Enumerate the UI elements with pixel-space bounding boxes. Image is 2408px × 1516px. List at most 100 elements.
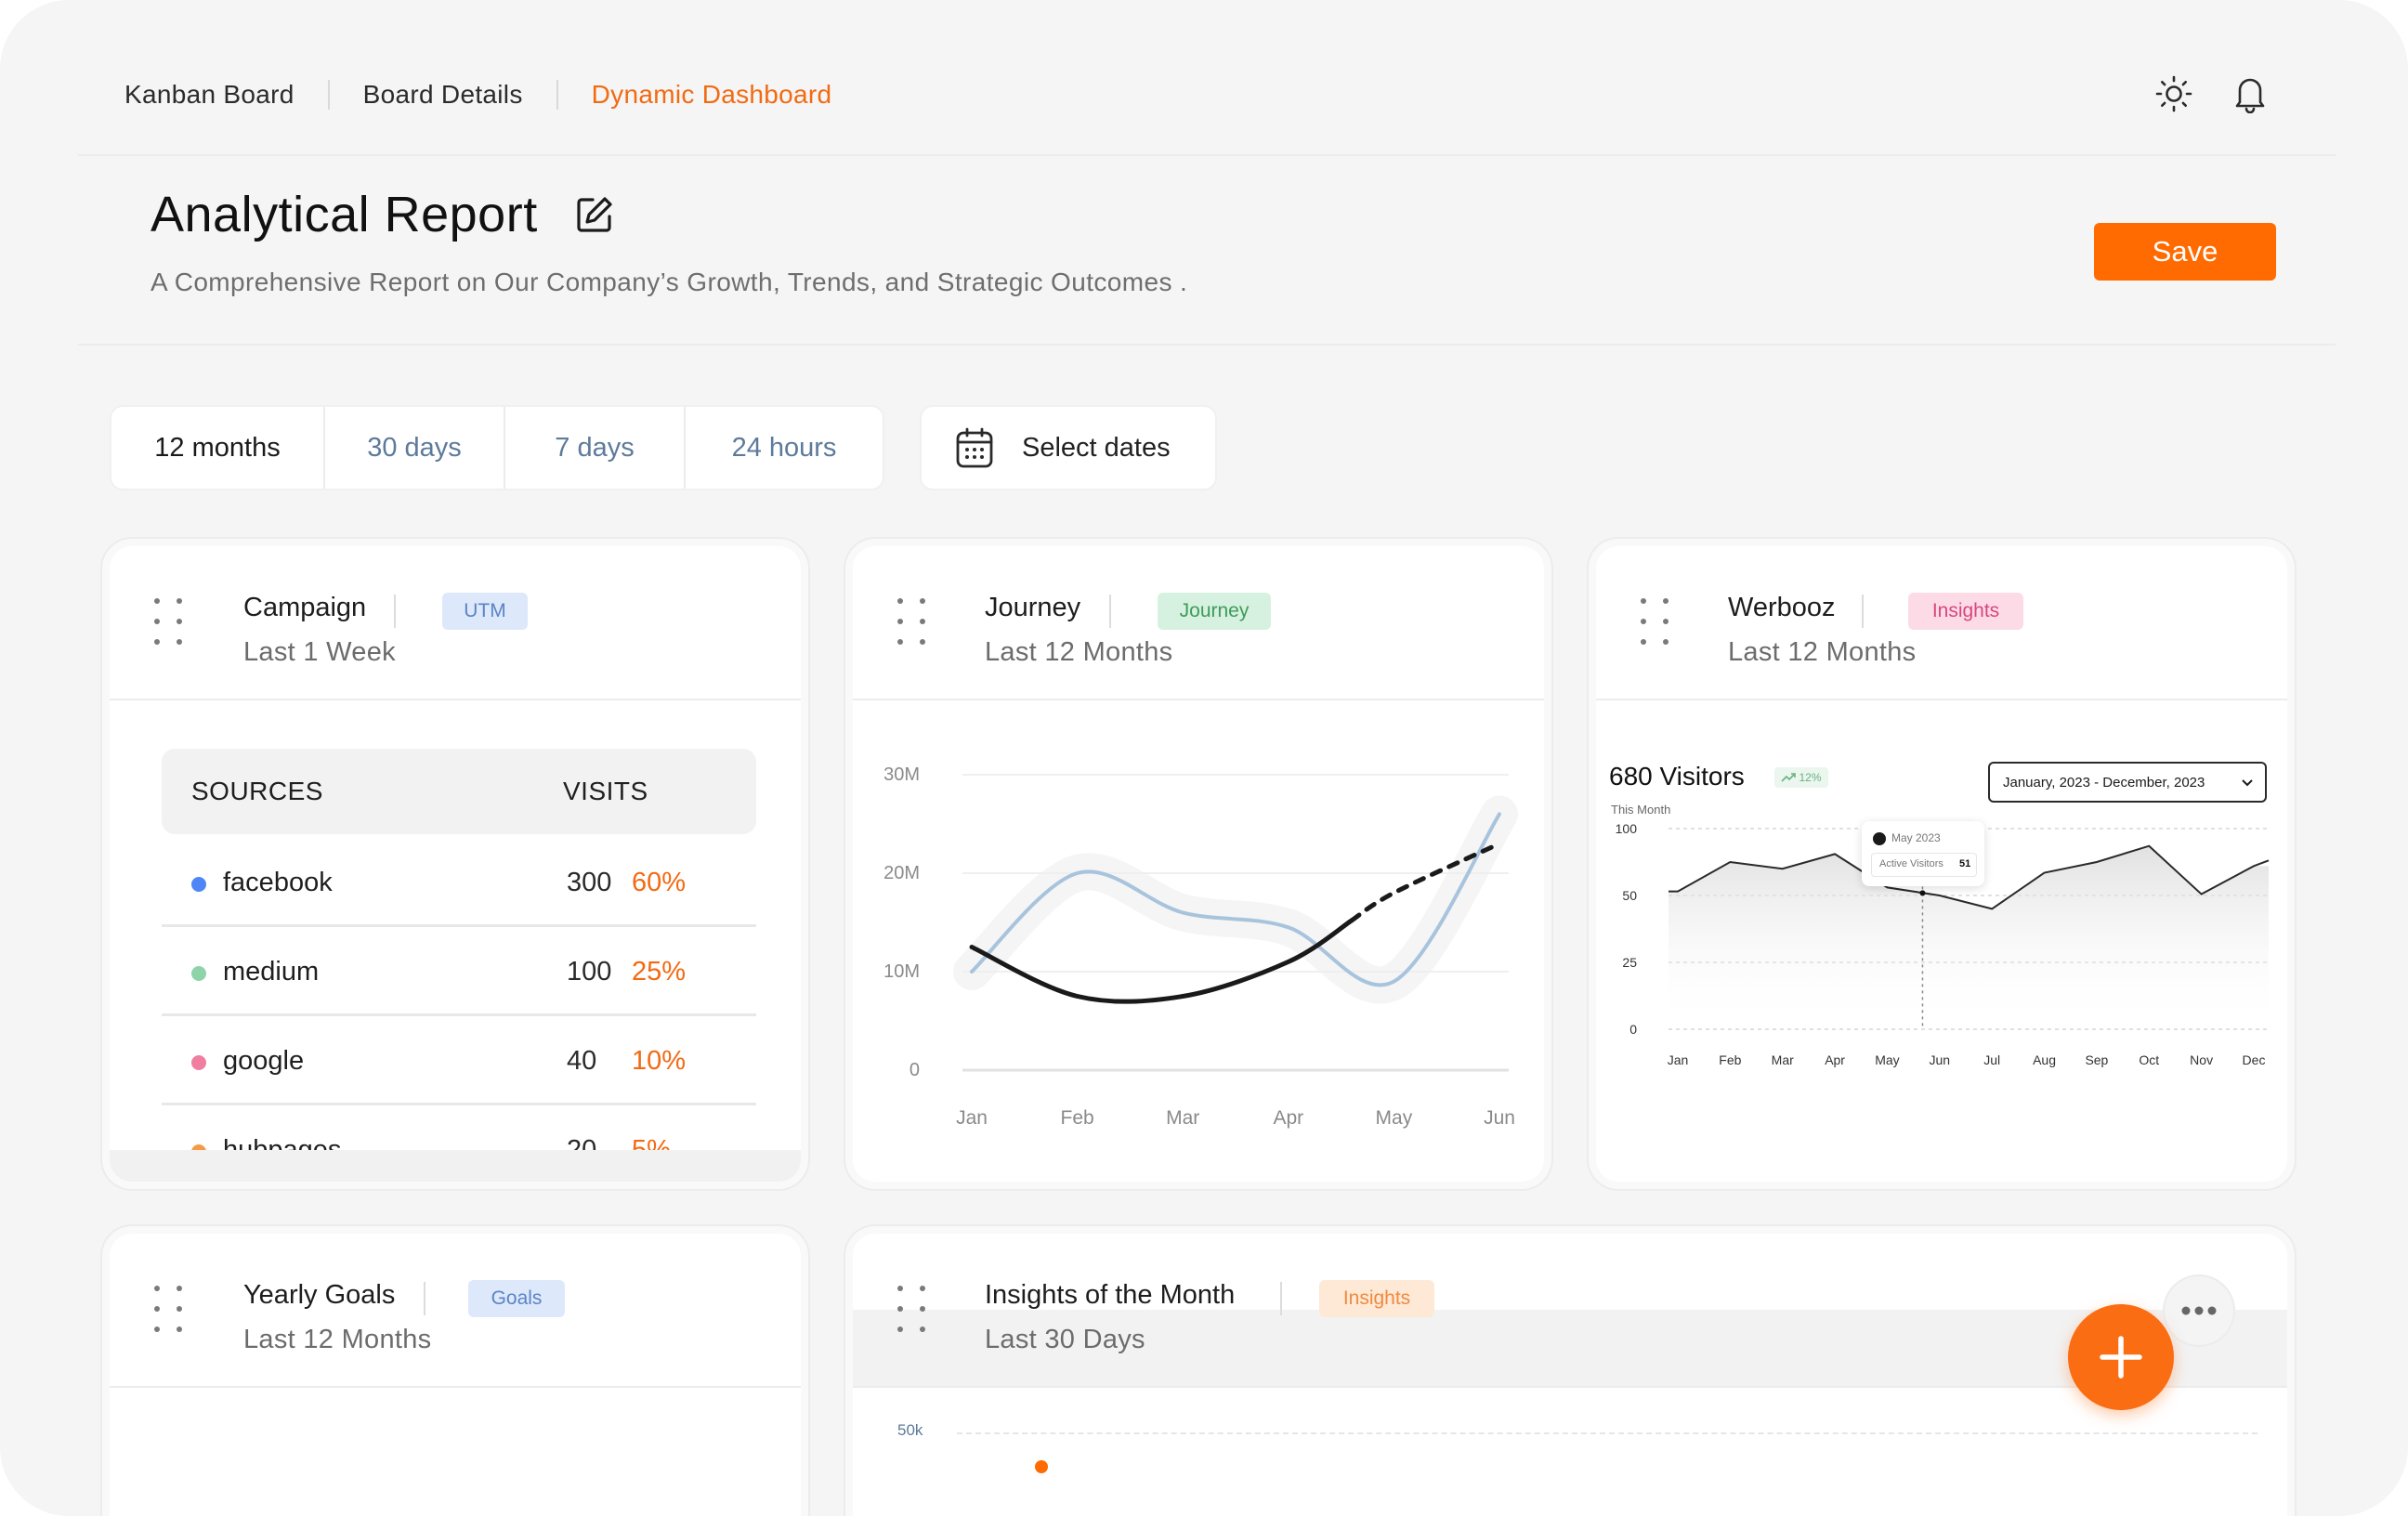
- y-tick-label: 25: [1622, 955, 1637, 970]
- table-row[interactable]: google 40 10%: [162, 1016, 756, 1105]
- trend-up-icon: [1781, 773, 1797, 782]
- card-subtitle: Last 30 Days: [985, 1325, 1145, 1354]
- card-title: Yearly Goals: [243, 1280, 396, 1310]
- drag-handle-icon[interactable]: [1641, 598, 1674, 647]
- drag-handle-icon[interactable]: [897, 598, 931, 647]
- series-line-dark: [969, 918, 1354, 1004]
- period-label: This Month: [1611, 803, 1671, 817]
- x-tick-label: Mar: [1772, 1052, 1794, 1067]
- tooltip-dot: [1873, 832, 1886, 845]
- chevron-down-icon: [2242, 779, 2253, 787]
- nav-board-details[interactable]: Board Details: [362, 80, 523, 109]
- card-subtitle: Last 12 Months: [1728, 637, 1917, 667]
- y-tick-label: 100: [1616, 821, 1638, 836]
- more-options-button[interactable]: [2165, 1276, 2233, 1345]
- x-tick-label: Feb: [1061, 1107, 1094, 1129]
- werbooz-area-chart: 0 25 50 100 Jan Feb Mar Apr May Jun Jul Aug Sep Oct No…: [1616, 821, 2270, 1067]
- range-7-days[interactable]: 7 days: [505, 407, 686, 489]
- column-visits: VISITS: [563, 777, 648, 805]
- tooltip-value-box: Active Visitors 51: [1871, 853, 1977, 877]
- source-name: facebook: [223, 868, 333, 897]
- insights-tag: Insights: [1319, 1280, 1434, 1317]
- x-tick-label: Sep: [2085, 1052, 2108, 1067]
- journey-tag: Journey: [1158, 593, 1271, 630]
- series-line-blue: [970, 812, 1501, 987]
- drag-handle-icon[interactable]: [154, 1286, 188, 1334]
- series-line: [1669, 844, 2270, 910]
- select-dates-button[interactable]: Select dates: [922, 407, 1215, 489]
- source-dot: [191, 966, 206, 981]
- werbooz-card: Werbooz Insights Last 12 Months 680 Visi…: [1596, 546, 2287, 1182]
- journey-line-chart: 0 10M 20M 30M Jan Feb Mar Apr May Jun: [883, 765, 1518, 1129]
- more-dots-icon: [2181, 1306, 2217, 1315]
- bell-icon[interactable]: [2230, 72, 2271, 115]
- date-range-dropdown[interactable]: January, 2023 - December, 2023: [1988, 762, 2267, 803]
- top-icons: [2153, 72, 2271, 115]
- edit-icon[interactable]: [573, 193, 616, 236]
- x-tick-label: Nov: [2190, 1052, 2213, 1067]
- source-dot: [191, 877, 206, 892]
- range-12-months[interactable]: 12 months: [111, 407, 325, 489]
- card-header: Journey Journey Last 12 Months: [853, 546, 1544, 700]
- x-tick-label: May: [1376, 1107, 1413, 1129]
- card-subtitle: Last 12 Months: [243, 1325, 432, 1354]
- goals-tag: Goals: [468, 1280, 565, 1317]
- y-tick-label: 20M: [883, 863, 920, 883]
- sun-icon[interactable]: [2153, 72, 2194, 115]
- drag-handle-icon[interactable]: [897, 1286, 931, 1334]
- top-navigation: Kanban Board Board Details Dynamic Dashb…: [124, 76, 831, 113]
- header-highlight: [853, 1310, 2287, 1386]
- x-tick-label: Feb: [1719, 1052, 1741, 1067]
- x-tick-label: May: [1875, 1052, 1899, 1067]
- visit-percent: 60%: [632, 868, 687, 897]
- x-tick-label: Jun: [1930, 1052, 1951, 1067]
- series-line-dark-projection: [1349, 841, 1502, 923]
- plus-icon: [2100, 1336, 2142, 1379]
- date-range-label: January, 2023 - December, 2023: [2003, 774, 2205, 791]
- y-tick-label: 0: [1629, 1022, 1637, 1037]
- visit-percent: 10%: [632, 1046, 687, 1076]
- visit-percent: 25%: [632, 957, 687, 987]
- card-header: Werbooz Insights Last 12 Months: [1596, 546, 2287, 700]
- table-header: SOURCES VISITS: [162, 749, 756, 834]
- x-tick-label: Jan: [1668, 1052, 1689, 1067]
- nav-kanban-board[interactable]: Kanban Board: [124, 80, 294, 109]
- title-divider: [1280, 1282, 1282, 1315]
- insights-month-card: Insights of the Month Insights Last 30 D…: [853, 1234, 2287, 1516]
- table-row[interactable]: facebook 300 60%: [162, 838, 756, 927]
- page-subtitle: A Comprehensive Report on Our Company’s …: [150, 268, 1188, 296]
- title-row: Analytical Report: [150, 186, 616, 243]
- x-tick-label: Apr: [1825, 1052, 1845, 1067]
- table-row[interactable]: medium 100 25%: [162, 927, 756, 1016]
- title-divider: [424, 1282, 425, 1315]
- header-divider: [78, 154, 2336, 156]
- card-title: Werbooz: [1728, 593, 1836, 622]
- card-title: Journey: [985, 593, 1081, 622]
- x-tick-label: Jul: [1983, 1052, 2000, 1067]
- area-fill: [1669, 845, 2269, 1029]
- title-divider: [1862, 595, 1864, 628]
- range-30-days[interactable]: 30 days: [325, 407, 505, 489]
- yearly-goals-card: Yearly Goals Goals Last 12 Months: [110, 1234, 801, 1516]
- page-title: Analytical Report: [150, 187, 538, 242]
- card-header: Insights of the Month Insights Last 30 D…: [853, 1234, 2287, 1388]
- save-button[interactable]: Save: [2094, 223, 2276, 281]
- journey-card: Journey Journey Last 12 Months 0 10M 20M 30…: [853, 546, 1544, 1182]
- y-tick-label: 50: [1622, 888, 1637, 903]
- source-name: medium: [223, 957, 320, 987]
- x-tick-label: Apr: [1273, 1107, 1303, 1129]
- visit-count: 300: [567, 868, 612, 897]
- x-tick-label: Aug: [2033, 1052, 2056, 1067]
- nav-dynamic-dashboard[interactable]: Dynamic Dashboard: [591, 80, 832, 109]
- range-24-hours[interactable]: 24 hours: [731, 432, 837, 463]
- x-tick-label: Dec: [2243, 1052, 2266, 1067]
- tooltip-value: 51: [1959, 858, 1971, 869]
- y-tick-label: 0: [910, 1060, 920, 1080]
- y-tick-label: 10M: [883, 961, 920, 982]
- add-widget-button[interactable]: [2068, 1304, 2174, 1410]
- tooltip-label: Active Visitors: [1879, 858, 1943, 869]
- drag-handle-icon[interactable]: [154, 598, 188, 647]
- time-range-selector: 12 months 30 days 7 days 24 hours: [111, 407, 883, 489]
- insights-tag: Insights: [1908, 593, 2023, 630]
